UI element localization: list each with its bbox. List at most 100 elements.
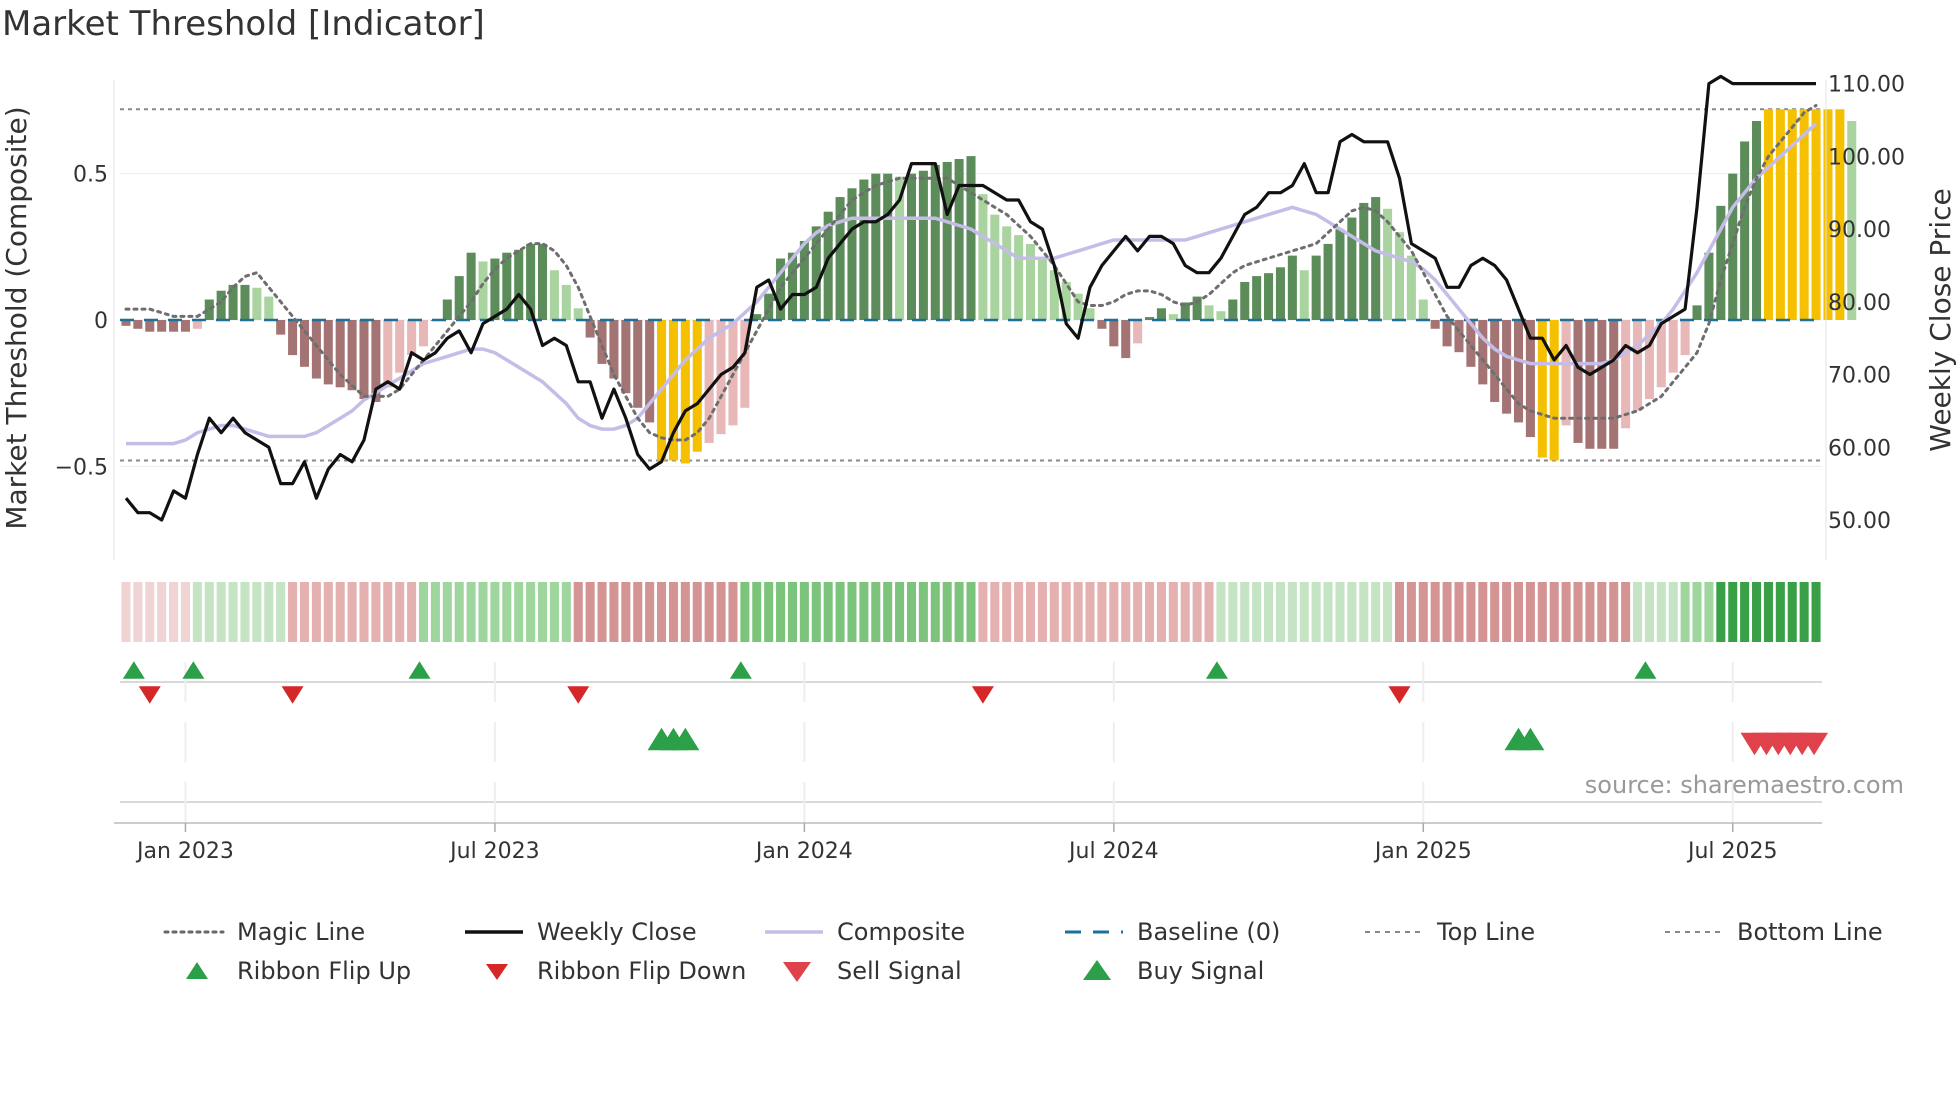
bar (1656, 320, 1666, 388)
ribbon-cell (1156, 582, 1166, 642)
bar (1335, 229, 1345, 320)
bar (597, 320, 607, 364)
legend-label: Composite (837, 918, 965, 946)
legend-label: Buy Signal (1137, 957, 1264, 985)
bar (680, 320, 690, 464)
bar (1502, 320, 1512, 414)
ribbon-cell (1799, 582, 1809, 642)
right-axis-label: Weekly Close Price (1924, 188, 1957, 451)
ribbon-cell (1752, 582, 1762, 642)
ribbon-cell (1490, 582, 1500, 642)
ribbon-cell (1740, 582, 1750, 642)
ribbon-flip-up-marker (1205, 661, 1228, 679)
bar (1192, 296, 1202, 320)
ribbon-cell (1383, 582, 1393, 642)
bar (157, 320, 167, 332)
ribbon-cell (1656, 582, 1666, 642)
ribbon-flip-down-marker (281, 686, 304, 704)
bar (1097, 320, 1107, 329)
bar (1014, 235, 1024, 320)
ribbon-cell (728, 582, 738, 642)
ribbon-cell (335, 582, 345, 642)
ribbon-cell (1311, 582, 1321, 642)
ribbon-cell (204, 582, 214, 642)
ribbon-cell (621, 582, 631, 642)
ribbon-cell (668, 582, 678, 642)
ribbon-cell (1025, 582, 1036, 642)
left-tick-label: 0.5 (73, 163, 108, 188)
bar (145, 320, 155, 332)
ribbon-cell (407, 582, 417, 642)
bar (1299, 270, 1309, 320)
ribbon-cell (549, 582, 559, 642)
ribbon-cell (1121, 582, 1131, 642)
bar (895, 176, 905, 320)
weekly-close-line (124, 74, 1816, 522)
x-tick-label: Jul 2024 (1067, 839, 1159, 864)
legend-label: Bottom Line (1737, 918, 1883, 946)
bar (859, 179, 869, 320)
bar (1466, 320, 1476, 367)
bar (1359, 202, 1369, 320)
bar (1061, 281, 1071, 320)
bar (906, 173, 917, 320)
bar (918, 170, 928, 320)
ribbon-cell (823, 582, 833, 642)
ribbon-cell (1406, 582, 1416, 642)
bar (1716, 205, 1726, 320)
bar-layer (120, 109, 1857, 464)
legend-item: Weekly Close (465, 918, 697, 946)
ribbon-cell (1478, 582, 1488, 642)
right-tick-label: 90.00 (1828, 218, 1891, 243)
bar (573, 308, 583, 320)
bar (811, 226, 821, 320)
ribbon-cell (573, 582, 583, 642)
ribbon-cell (1632, 582, 1643, 642)
bar (121, 320, 131, 326)
bar (1073, 293, 1083, 320)
ribbon-cell (526, 582, 536, 642)
ribbon-cell (1073, 582, 1083, 642)
ribbon-cell (1466, 582, 1476, 642)
ribbon-cell (1037, 582, 1047, 642)
ribbon-cell (918, 582, 928, 642)
ribbon-cell (1299, 582, 1309, 642)
ribbon-cell (1430, 582, 1440, 642)
legend-label: Weekly Close (537, 918, 697, 946)
ribbon-cell (1085, 582, 1095, 642)
ribbon-cell (1061, 582, 1071, 642)
legend-item: Buy Signal (1083, 957, 1264, 985)
ribbon-cell (1192, 582, 1202, 642)
ribbon-cell (1252, 582, 1262, 642)
magic-line (124, 104, 1818, 442)
bar (1692, 305, 1702, 320)
ribbon-cell (1525, 582, 1535, 642)
ribbon-cell (942, 582, 952, 642)
legend-item: Bottom Line (1665, 918, 1883, 946)
ribbon-flip-down-marker (1388, 686, 1411, 704)
left-axis-label: Market Threshold (Composite) (0, 106, 33, 529)
bar (1394, 232, 1404, 320)
ribbon-cell (240, 582, 250, 642)
ribbon-cell (538, 582, 548, 642)
ribbon-cell (478, 582, 488, 642)
bar (799, 240, 809, 320)
legend-item: Ribbon Flip Down (486, 957, 746, 985)
ribbon-cell (169, 582, 179, 642)
legend-label: Sell Signal (837, 957, 962, 985)
ribbon-cell (1680, 582, 1690, 642)
bar (883, 173, 893, 320)
ribbon-cell (561, 582, 571, 642)
ribbon-flip-up-marker (1634, 661, 1657, 679)
bar (1811, 109, 1821, 320)
legend-swatch (486, 964, 508, 980)
bar (585, 320, 595, 338)
bar (1406, 255, 1416, 320)
ribbon-cell (1537, 582, 1547, 642)
bar (371, 320, 381, 402)
bar (787, 252, 797, 320)
ribbon-cell (847, 582, 857, 642)
bar (1323, 243, 1333, 320)
bar (1752, 120, 1762, 320)
bar (1085, 308, 1095, 320)
